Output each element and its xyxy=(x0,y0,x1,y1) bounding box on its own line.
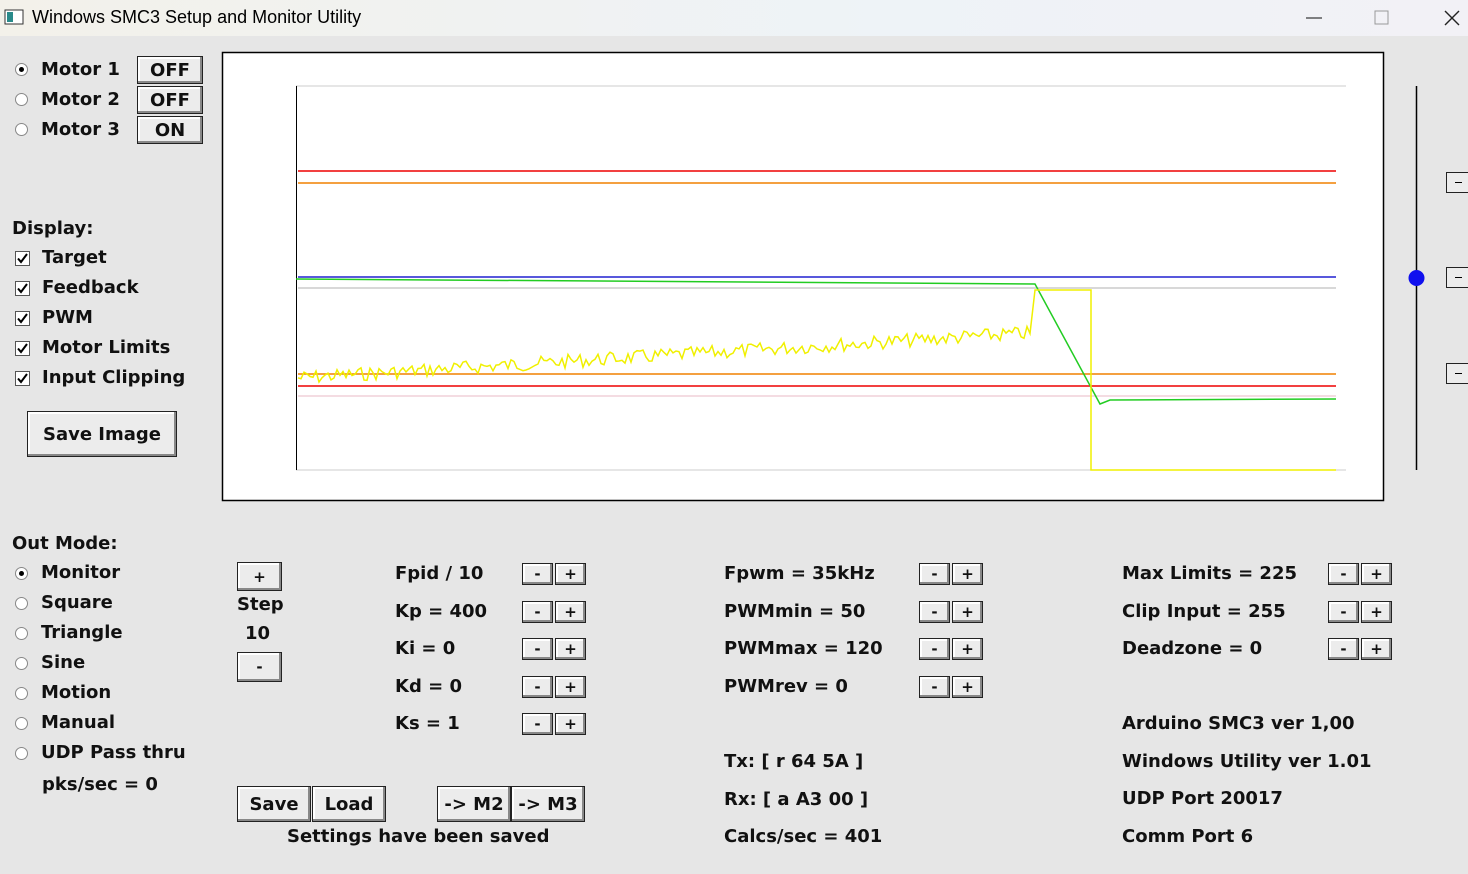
checkbox[interactable] xyxy=(15,251,30,266)
checkbox[interactable] xyxy=(15,371,30,386)
window-controls[interactable] xyxy=(1290,0,1468,36)
radio-button[interactable] xyxy=(15,627,28,640)
radio-button[interactable] xyxy=(15,597,28,610)
increase-button[interactable]: + xyxy=(1361,563,1392,585)
increase-button[interactable]: + xyxy=(1361,600,1392,623)
save-image-button[interactable]: Save Image xyxy=(27,411,177,457)
out-mode-option: Motion xyxy=(41,682,112,703)
out-mode-option: UDP Pass thru xyxy=(41,742,186,763)
parameter-label: PWMmax = 120 xyxy=(724,638,883,659)
decrease-button[interactable]: - xyxy=(522,638,553,660)
motor-label: Motor 1 xyxy=(41,59,120,80)
decrease-button[interactable]: - xyxy=(1328,638,1359,660)
parameter-label: Deadzone = 0 xyxy=(1122,638,1263,659)
status-message: Settings have been saved xyxy=(287,826,550,847)
parameter-label: Clip Input = 255 xyxy=(1122,600,1286,622)
decrease-button[interactable]: - xyxy=(919,600,950,623)
radio-dot xyxy=(19,571,24,576)
action-button[interactable]: Load xyxy=(312,786,386,822)
display-heading: Display: xyxy=(12,218,94,239)
radio-button[interactable] xyxy=(15,747,28,760)
motor-label: Motor 2 xyxy=(41,89,120,110)
comm-status: Tx: [ r 64 5A ] xyxy=(724,751,864,772)
decrease-button[interactable]: - xyxy=(522,713,553,735)
increase-button[interactable]: + xyxy=(555,638,586,660)
motor-toggle[interactable]: ON xyxy=(137,116,203,144)
radio-button[interactable] xyxy=(15,93,28,106)
display-option: Feedback xyxy=(42,277,139,298)
version-info: Comm Port 6 xyxy=(1122,826,1254,848)
increase-button[interactable]: + xyxy=(555,600,586,623)
parameter-label: PWMmin = 50 xyxy=(724,600,866,622)
increase-button[interactable]: + xyxy=(952,675,983,698)
step-label: Step xyxy=(237,594,284,615)
radio-button[interactable] xyxy=(15,123,28,136)
increase-button[interactable]: + xyxy=(952,638,983,660)
radio-button[interactable] xyxy=(15,657,28,670)
out-mode-option: Square xyxy=(41,592,113,613)
decrease-button[interactable]: - xyxy=(522,675,553,698)
action-button[interactable]: -> M3 xyxy=(511,786,585,822)
motor-toggle[interactable]: OFF xyxy=(137,56,203,84)
out-mode-option: Sine xyxy=(41,652,86,673)
parameter-label: Kd = 0 xyxy=(395,675,462,697)
checkbox[interactable] xyxy=(15,311,30,326)
version-info: Windows Utility ver 1.01 xyxy=(1122,750,1372,772)
decrease-button[interactable]: - xyxy=(919,675,950,698)
increase-button[interactable]: + xyxy=(555,675,586,698)
display-option: Motor Limits xyxy=(42,337,171,358)
decrease-button[interactable]: - xyxy=(919,638,950,660)
radio-button[interactable] xyxy=(15,717,28,730)
increase-button[interactable]: + xyxy=(555,563,586,585)
version-info: Arduino SMC3 ver 1,00 xyxy=(1122,713,1355,734)
decrease-button[interactable]: - xyxy=(1328,563,1359,585)
parameter-label: Ki = 0 xyxy=(395,638,456,659)
parameter-label: Max Limits = 225 xyxy=(1122,563,1298,584)
display-option: Target xyxy=(42,247,107,268)
action-button[interactable]: Save xyxy=(237,786,311,822)
increase-button[interactable]: + xyxy=(952,563,983,585)
step-plus[interactable]: + xyxy=(237,562,282,591)
motor-toggle[interactable]: OFF xyxy=(137,86,203,114)
increase-button[interactable]: + xyxy=(555,713,586,735)
out-mode-option: Triangle xyxy=(41,622,123,643)
parameter-label: PWMrev = 0 xyxy=(724,675,848,697)
comm-status: Rx: [ a A3 00 ] xyxy=(724,788,869,810)
version-info: UDP Port 20017 xyxy=(1122,788,1283,810)
increase-button[interactable]: + xyxy=(1361,638,1392,660)
out-mode-option: Monitor xyxy=(41,562,121,583)
increase-button[interactable]: + xyxy=(952,600,983,623)
display-option: PWM xyxy=(42,307,93,328)
title-bar: Windows SMC3 Setup and Monitor Utility xyxy=(0,0,1468,36)
display-option: Input Clipping xyxy=(42,367,186,388)
comm-status: Calcs/sec = 401 xyxy=(724,826,883,847)
step-value: 10 xyxy=(245,623,271,644)
radio-button[interactable] xyxy=(15,63,28,76)
decrease-button[interactable]: - xyxy=(919,563,950,585)
action-button[interactable]: -> M2 xyxy=(437,786,511,822)
packet-rate: pks/sec = 0 xyxy=(42,774,158,795)
app-icon xyxy=(4,9,24,25)
decrease-button[interactable]: - xyxy=(522,600,553,623)
parameter-label: Ks = 1 xyxy=(395,713,460,734)
parameter-label: Fpid / 10 xyxy=(395,563,484,584)
decrease-button[interactable]: - xyxy=(522,563,553,585)
out-mode-heading: Out Mode: xyxy=(12,533,118,554)
checkbox[interactable] xyxy=(15,341,30,356)
radio-button[interactable] xyxy=(15,687,28,700)
out-mode-option: Manual xyxy=(41,712,116,733)
parameter-label: Kp = 400 xyxy=(395,600,488,622)
motor-label: Motor 3 xyxy=(41,119,120,140)
checkbox[interactable] xyxy=(15,281,30,296)
radio-button[interactable] xyxy=(15,567,28,580)
step-minus[interactable]: - xyxy=(237,652,282,682)
window-title: Windows SMC3 Setup and Monitor Utility xyxy=(32,7,362,27)
decrease-button[interactable]: - xyxy=(1328,600,1359,623)
parameter-label: Fpwm = 35kHz xyxy=(724,563,875,584)
radio-dot xyxy=(19,67,24,72)
